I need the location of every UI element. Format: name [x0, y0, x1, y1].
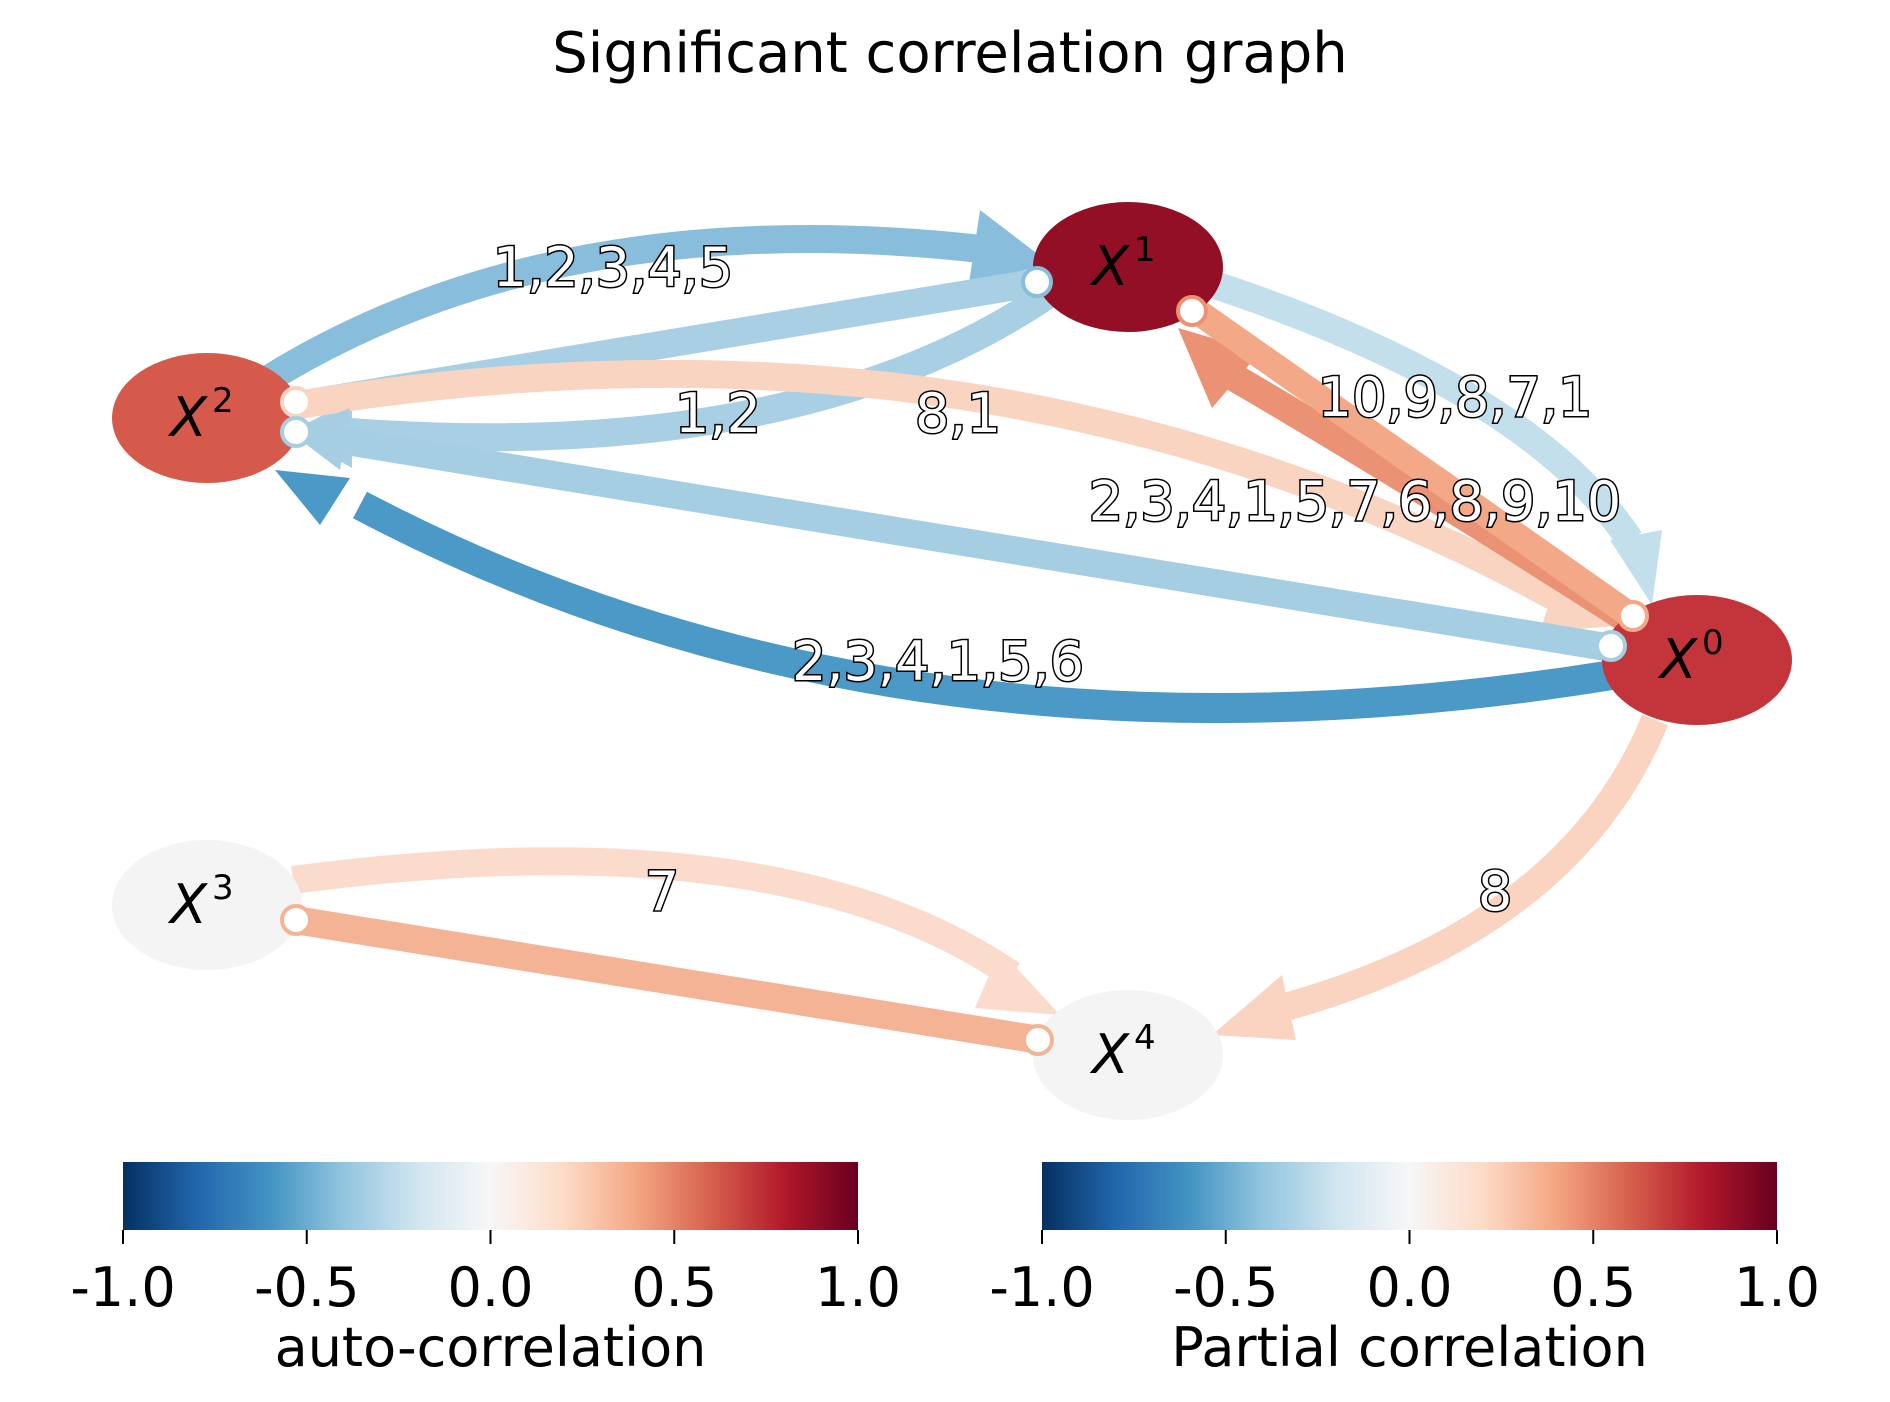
- edge-label-x1-x0: 10,9,8,7,1: [1318, 366, 1593, 429]
- tick-label: -1.0: [989, 1256, 1094, 1319]
- tick-label: 1.0: [815, 1256, 901, 1319]
- node-x4-index: 4: [1134, 1018, 1156, 1058]
- chart-title: Significant correlation graph: [552, 21, 1348, 86]
- tick-label: 0.5: [631, 1256, 717, 1319]
- edge-label-x2-x0: 8,1: [915, 382, 1001, 445]
- edge-x0-x2-arrowhead: [275, 470, 350, 525]
- nodes: X 2 X 1 X 0 X 3 X 4: [112, 202, 1792, 1120]
- tail-marker-x0-red: [1617, 600, 1649, 632]
- edge-x0-x2-shaft: [353, 491, 1615, 724]
- colorbar-auto-correlation-gradient: [123, 1162, 858, 1230]
- tail-marker-x4: [1022, 1024, 1054, 1056]
- node-x0-ellipse: [1602, 595, 1792, 725]
- node-x3-symbol: X: [167, 873, 208, 936]
- edge-x0-x4-shaft: [1271, 714, 1668, 1024]
- node-x4-symbol: X: [1089, 1023, 1130, 1086]
- edge-x1-x0-shaft: [1210, 271, 1642, 548]
- edge-x1-x2-shaft: [348, 280, 1060, 452]
- tail-marker-x2-bottom: [280, 416, 312, 448]
- tick-label: -0.5: [254, 1256, 359, 1319]
- edge-label-x2-x1: 1,2,3,4,5: [493, 236, 733, 299]
- colorbar-partial-correlation: -1.0 -0.5 0.0 0.5 1.0 Partial correlatio…: [989, 1162, 1820, 1379]
- colorbar-auto-correlation-ticks: [122, 1230, 859, 1244]
- node-x2: X 2: [112, 353, 302, 483]
- tick-label: 0.0: [448, 1256, 534, 1319]
- colorbar-partial-correlation-label: Partial correlation: [1171, 1316, 1648, 1379]
- edge-x2-x0-shaft: [295, 359, 1567, 613]
- node-x1-symbol: X: [1089, 235, 1130, 298]
- node-x1-ellipse: [1033, 202, 1223, 332]
- node-x2-ellipse: [112, 353, 302, 483]
- edge-x4-x3-straight: [292, 906, 1043, 1054]
- edge-x0-x2-straight-arrowhead: [290, 408, 350, 470]
- edge-label-x0-x2: 2,3,4,1,5,6: [792, 630, 1084, 693]
- tick-label: 0.0: [1367, 1256, 1453, 1319]
- edge-x0-x4-arrowhead: [1212, 975, 1296, 1040]
- edge-x0-x2: [275, 470, 1615, 724]
- tail-marker-x0-blue: [1595, 630, 1627, 662]
- node-x3: X 3: [112, 840, 302, 970]
- edge-label-x3-x4: 7: [645, 860, 679, 923]
- node-x3-index: 3: [212, 868, 234, 908]
- node-x1-index: 1: [1134, 230, 1156, 270]
- tick-label: 0.5: [1550, 1256, 1636, 1319]
- edge-x3-x4: [291, 847, 1060, 1015]
- tick-label: -1.0: [70, 1256, 175, 1319]
- tail-marker-x2-top: [280, 386, 312, 418]
- edge-labels: 1,2,3,4,5 1,2 8,1 10,9,8,7,1 2,3,4,1,5,7…: [491, 235, 1622, 925]
- node-x0-symbol: X: [1657, 628, 1698, 691]
- edge-x0-x2-straight-shaft: [337, 426, 1615, 662]
- node-x3-ellipse: [112, 840, 302, 970]
- tail-marker-x3: [280, 904, 312, 936]
- colorbar-auto-correlation: -1.0 -0.5 0.0 0.5 1.0 auto-correlation: [70, 1162, 901, 1379]
- edge-label-x0-x4: 8: [1478, 860, 1512, 923]
- node-x2-index: 2: [212, 381, 234, 421]
- colorbar-partial-correlation-ticks: [1041, 1230, 1778, 1244]
- edge-x2-x1: [262, 210, 1048, 390]
- edge-x3-x4-shaft: [291, 847, 1020, 987]
- edge-x1-x0-straight: [1190, 301, 1638, 626]
- edges: [262, 210, 1668, 1054]
- node-x0-index: 0: [1702, 623, 1724, 663]
- colorbar-auto-correlation-label: auto-correlation: [275, 1316, 707, 1379]
- colorbar-partial-correlation-gradient: [1042, 1162, 1777, 1230]
- edge-tail-markers: [280, 266, 1649, 1056]
- tail-marker-x1-red: [1176, 295, 1208, 327]
- edge-x0-x2-straight: [290, 408, 1615, 662]
- node-x2-symbol: X: [167, 386, 208, 449]
- tick-label: 1.0: [1734, 1256, 1820, 1319]
- tail-marker-x1-blue: [1021, 266, 1053, 298]
- edge-x2-x1-shaft: [262, 225, 992, 390]
- tick-label: -0.5: [1173, 1256, 1278, 1319]
- edge-x2-x1-arrowhead: [968, 210, 1048, 290]
- edge-x1-x0-arrowhead: [1610, 530, 1662, 605]
- node-x1: X 1: [1033, 202, 1223, 332]
- edge-x3-x4-arrowhead: [975, 950, 1060, 1015]
- edge-x0-x4: [1212, 714, 1668, 1040]
- edge-label-x0-x1: 2,3,4,1,5,7,6,8,9,10: [1089, 470, 1621, 533]
- edge-label-x1-x2: 1,2: [675, 382, 761, 445]
- node-x4-ellipse: [1033, 990, 1223, 1120]
- node-x4: X 4: [1033, 990, 1223, 1120]
- edge-x1-x0: [1210, 271, 1662, 605]
- node-x0: X 0: [1602, 595, 1792, 725]
